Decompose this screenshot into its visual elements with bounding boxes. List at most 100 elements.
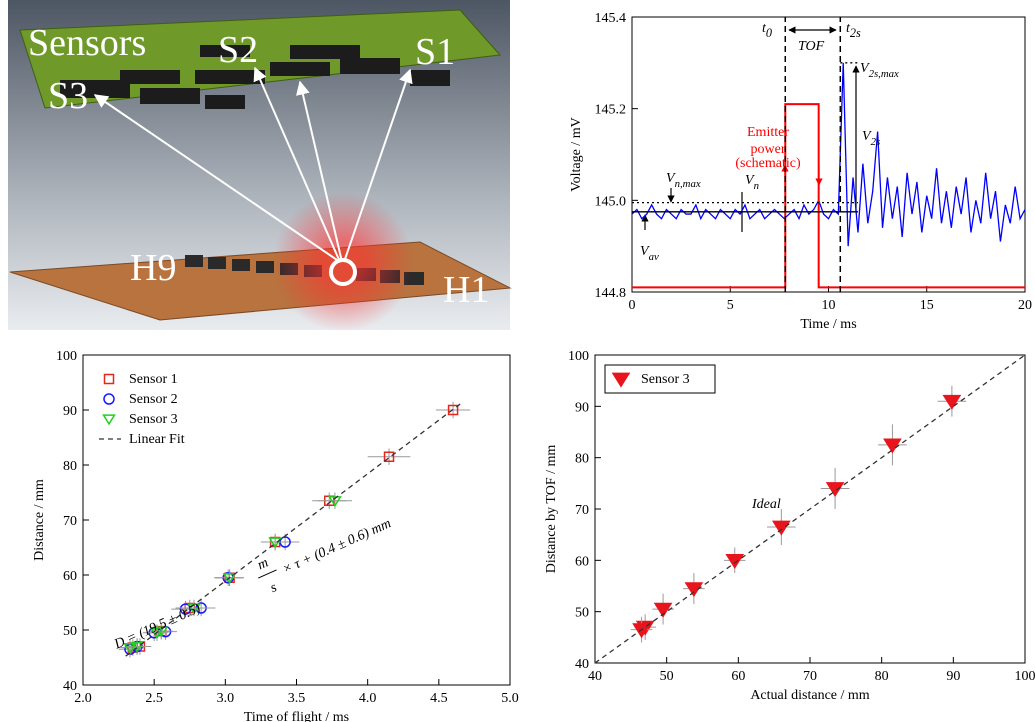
- x-tick-label: 0: [629, 298, 636, 313]
- data-point: [825, 482, 845, 498]
- x-tick-label: 3.5: [288, 691, 306, 706]
- y-tick-label: 100: [568, 349, 589, 364]
- annotation-subscript: av: [649, 251, 659, 263]
- annotation-subscript: n,max: [675, 178, 701, 190]
- annotation-text: V: [666, 171, 676, 186]
- legend-label: Sensor 2: [129, 392, 178, 407]
- x-tick-label: 10: [822, 298, 836, 313]
- y-axis-label: Distance by TOF / mm: [544, 445, 559, 574]
- legend-label: Sensor 1: [129, 372, 178, 387]
- data-point: [942, 394, 962, 410]
- data-point: [130, 641, 144, 653]
- annotation-text: Emitter: [747, 125, 789, 140]
- x-tick-label: 60: [731, 669, 745, 684]
- equation-part: m: [255, 555, 270, 573]
- data-point: [179, 603, 192, 615]
- x-tick-label: 4.0: [359, 691, 377, 706]
- series-line: [632, 103, 1025, 289]
- data-point: [328, 496, 342, 508]
- annotation-text: Ideal: [751, 497, 781, 512]
- y-tick-label: 50: [575, 606, 589, 621]
- x-tick-label: 2.5: [145, 691, 163, 706]
- annotation-subscript: 2s: [850, 26, 861, 40]
- series-line: [631, 62, 1026, 247]
- sensors-label: Sensors: [28, 22, 146, 64]
- legend-label: Sensor 3: [129, 412, 178, 427]
- y-tick-label: 145.2: [595, 103, 627, 118]
- x-tick-label: 40: [588, 669, 602, 684]
- data-point: [653, 602, 673, 618]
- x-tick-label: 4.5: [430, 691, 448, 706]
- annotation-subscript: n: [754, 180, 759, 192]
- data-point: [684, 582, 704, 598]
- h1-label: H1: [443, 269, 489, 311]
- x-tick-label: 5: [727, 298, 734, 313]
- legend-marker: [611, 372, 631, 388]
- annotation: t0: [762, 21, 772, 40]
- legend-marker: [103, 393, 115, 405]
- data-point: [150, 628, 164, 640]
- y-tick-label: 70: [575, 503, 589, 518]
- annotation-text: t: [846, 21, 851, 36]
- x-tick-label: 5.0: [501, 691, 519, 706]
- series-line: [594, 354, 1026, 664]
- y-axis-label: Distance / mm: [32, 479, 47, 561]
- x-tick-label: 20: [1018, 298, 1032, 313]
- annotation-text: V: [862, 129, 872, 144]
- annotation-subscript: 2s: [871, 136, 881, 148]
- data-point: [123, 643, 137, 654]
- annotation: Vav: [640, 244, 659, 263]
- annotation: Vn: [745, 173, 759, 192]
- y-tick-label: 145.0: [595, 194, 627, 209]
- legend-marker: [102, 414, 116, 426]
- sensor-chips: [60, 45, 450, 109]
- x-axis-label: Time / ms: [800, 317, 856, 332]
- y-tick-label: 145.4: [595, 11, 627, 26]
- annotation: Vn,max: [666, 171, 701, 190]
- data-point: [222, 573, 237, 585]
- s2-label: S2: [218, 29, 258, 71]
- y-tick-label: 40: [63, 679, 77, 694]
- annotation: V2s: [862, 129, 880, 148]
- s3-label: S3: [48, 75, 88, 117]
- x-tick-label: 3.0: [217, 691, 235, 706]
- annotation-text: t: [762, 21, 767, 36]
- annotation: Ideal: [751, 497, 781, 512]
- x-tick-label: 100: [1015, 669, 1035, 684]
- annotation-subscript: 2s,max: [869, 68, 899, 80]
- heater-marker: [329, 258, 357, 286]
- y-tick-label: 80: [63, 459, 77, 474]
- annotation-text: V: [640, 244, 650, 259]
- y-tick-label: 90: [63, 404, 77, 419]
- y-tick-label: 70: [63, 514, 77, 529]
- annotation-text: power: [751, 142, 786, 157]
- data-point: [771, 520, 791, 536]
- x-axis-label: Time of flight / ms: [244, 710, 349, 722]
- equation-part: × τ + (0.4 ± 0.6) mm: [280, 516, 393, 577]
- data-point: [725, 553, 745, 569]
- s1-label: S1: [415, 31, 455, 73]
- data-point: [447, 404, 459, 416]
- legend-marker: [103, 373, 115, 385]
- annotation-text: TOF: [798, 39, 825, 54]
- plot-frame: [631, 16, 1026, 293]
- x-axis-label: Actual distance / mm: [750, 688, 869, 703]
- x-tick-label: 90: [946, 669, 960, 684]
- data-point: [268, 537, 283, 549]
- fit-equation: D = (19.5 ± 0.5) ms× τ + (0.4 ± 0.6) mm: [111, 516, 393, 653]
- fraction-bar: [258, 569, 277, 579]
- y-tick-label: 60: [575, 554, 589, 569]
- x-tick-label: 70: [803, 669, 817, 684]
- y-tick-label: 60: [63, 569, 77, 584]
- annotation-subscript: 0: [766, 26, 772, 40]
- annotation: TOF: [798, 39, 825, 54]
- annotation: V2s,max: [860, 61, 899, 80]
- equation-part: D = (19.5 ± 0.5): [111, 601, 203, 653]
- legend-label: Sensor 3: [641, 372, 690, 387]
- y-tick-label: 144.8: [595, 286, 627, 301]
- annotation: t2s: [846, 21, 861, 40]
- data-point: [383, 451, 395, 462]
- series-line: [125, 403, 461, 657]
